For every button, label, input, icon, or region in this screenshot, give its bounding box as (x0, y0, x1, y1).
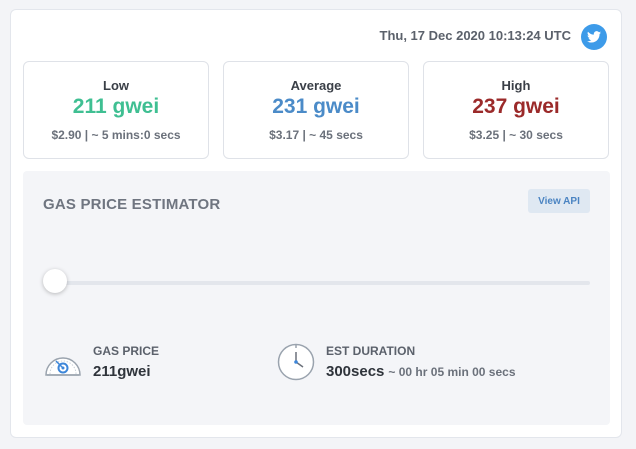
gas-price-estimator: GAS PRICE ESTIMATOR View API GAS PRICE 2… (23, 171, 610, 425)
gas-tracker-card: Thu, 17 Dec 2020 10:13:24 UTC Low 211 gw… (10, 9, 622, 438)
tier-low-card: Low 211 gwei $2.90 | ~ 5 mins:0 secs (23, 61, 209, 159)
est-duration-stat: EST DURATION 300secs ~ 00 hr 05 min 00 se… (276, 341, 596, 385)
estimator-title: GAS PRICE ESTIMATOR (43, 196, 221, 213)
tier-low-value: 211 gwei (72, 95, 160, 118)
est-duration-breakdown: ~ 00 hr 05 min 00 secs (388, 365, 516, 379)
est-duration-label: EST DURATION (326, 344, 416, 358)
gas-price-stat: GAS PRICE 211gwei (43, 341, 263, 385)
gas-price-slider-thumb[interactable] (43, 269, 67, 293)
speedometer-icon (45, 357, 81, 376)
tier-average-value: 231 gwei (272, 95, 360, 118)
gas-price-value: 211gwei (93, 363, 151, 380)
est-duration-value-row: 300secs ~ 00 hr 05 min 00 secs (326, 363, 516, 380)
tier-high-card: High 237 gwei $3.25 | ~ 30 secs (423, 61, 609, 159)
tier-average-card: Average 231 gwei $3.17 | ~ 45 secs (223, 61, 409, 159)
est-duration-value: 300secs (326, 363, 385, 380)
tier-high-title: High (501, 78, 531, 93)
gas-price-slider-track[interactable] (45, 281, 590, 285)
clock-icon (277, 343, 315, 381)
header: Thu, 17 Dec 2020 10:13:24 UTC (11, 10, 621, 60)
tier-high-cost-time: $3.25 | ~ 30 secs (469, 128, 563, 142)
twitter-icon (587, 31, 601, 43)
tier-low-cost-time: $2.90 | ~ 5 mins:0 secs (51, 128, 181, 142)
gas-price-label: GAS PRICE (93, 344, 160, 358)
view-api-button[interactable]: View API (528, 189, 590, 213)
twitter-share-button[interactable] (581, 24, 607, 50)
timestamp: Thu, 17 Dec 2020 10:13:24 UTC (379, 28, 571, 43)
tier-high-value: 237 gwei (472, 95, 560, 118)
tier-average-cost-time: $3.17 | ~ 45 secs (269, 128, 363, 142)
tier-low-title: Low (103, 78, 129, 93)
gas-tiers: Low 211 gwei $2.90 | ~ 5 mins:0 secs Ave… (23, 61, 610, 159)
tier-average-title: Average (290, 78, 342, 93)
